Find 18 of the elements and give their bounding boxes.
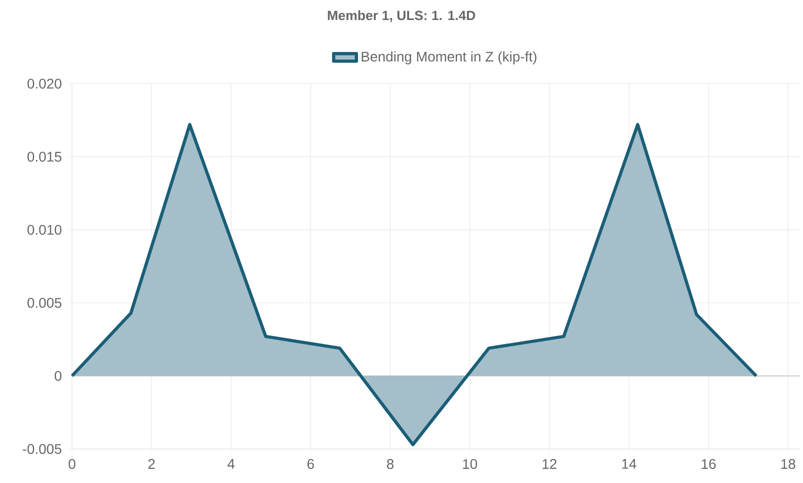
y-tick-label: 0.020 — [27, 78, 62, 89]
y-tick-label: 0 — [54, 370, 62, 381]
y-tick-label: 0.015 — [27, 152, 62, 162]
x-tick-label: 14 — [622, 459, 636, 469]
y-tick-label: 0.005 — [27, 298, 62, 308]
x-tick-label: 12 — [542, 459, 556, 469]
x-tick-label: 2 — [148, 459, 155, 469]
chart-title: Member 1, ULS: 1. 1.4D — [328, 10, 476, 22]
y-tick-label: -0.005 — [22, 444, 62, 454]
x-tick-label: 6 — [308, 459, 314, 469]
y-tick-label: 0.010 — [27, 224, 62, 235]
x-tick-label: 10 — [463, 459, 478, 469]
x-tick-label: 16 — [702, 459, 716, 469]
x-tick-label: 18 — [781, 459, 796, 469]
x-tick-label: 0 — [68, 459, 76, 469]
x-tick-label: 8 — [386, 459, 394, 469]
x-tick-label: 4 — [228, 459, 235, 469]
legend-label: Bending Moment in Z (kip-ft) — [362, 51, 536, 64]
